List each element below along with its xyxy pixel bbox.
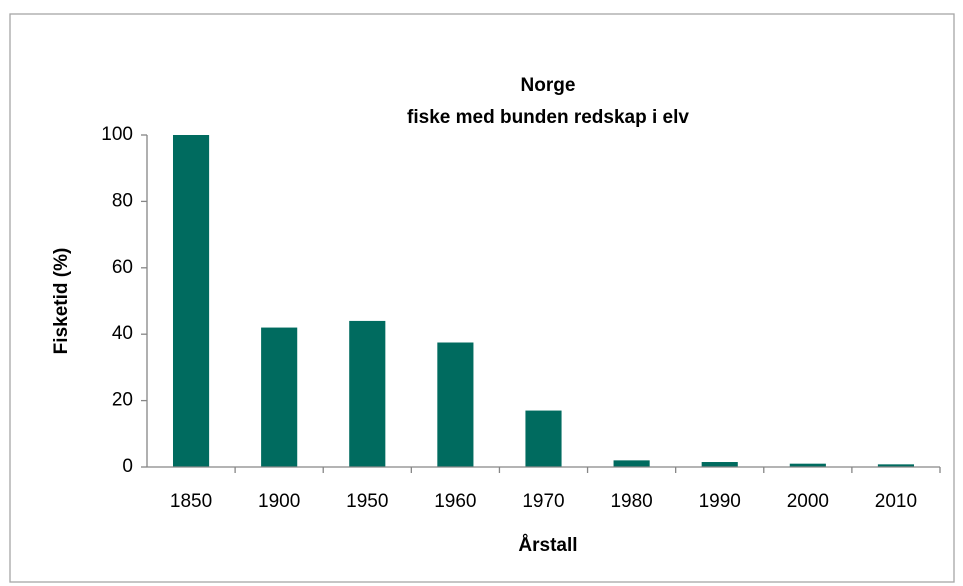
bar bbox=[789, 463, 826, 467]
x-tick-label: 1950 bbox=[346, 491, 388, 512]
x-tick-label: 1970 bbox=[522, 491, 564, 512]
chart-subtitle: fiske med bunden redskap i elv bbox=[407, 107, 689, 128]
y-tick-label: 0 bbox=[122, 456, 133, 477]
x-axis-label: Årstall bbox=[518, 535, 577, 556]
bar bbox=[701, 462, 738, 467]
x-tick-label: 2000 bbox=[787, 491, 829, 512]
bar bbox=[525, 410, 562, 467]
y-tick-label: 60 bbox=[112, 257, 133, 278]
bar bbox=[349, 320, 386, 467]
y-tick-label: 80 bbox=[112, 190, 133, 211]
y-tick-label: 100 bbox=[101, 124, 133, 145]
chart-title: Norge bbox=[521, 75, 576, 96]
x-tick-label: 1900 bbox=[258, 491, 300, 512]
x-tick-label: 2010 bbox=[875, 491, 917, 512]
bar bbox=[877, 464, 915, 467]
bar bbox=[172, 135, 210, 467]
x-tick-label: 1990 bbox=[699, 491, 741, 512]
y-tick-label: 20 bbox=[112, 390, 133, 411]
bar bbox=[437, 342, 474, 467]
bar bbox=[613, 460, 650, 467]
y-tick-label: 40 bbox=[112, 323, 133, 344]
x-tick-label: 1980 bbox=[610, 491, 652, 512]
chart-border bbox=[9, 13, 955, 583]
bar bbox=[261, 327, 298, 467]
x-tick-label: 1960 bbox=[434, 491, 476, 512]
y-axis-label: Fisketid (%) bbox=[51, 248, 72, 355]
x-tick-label: 1850 bbox=[170, 491, 212, 512]
